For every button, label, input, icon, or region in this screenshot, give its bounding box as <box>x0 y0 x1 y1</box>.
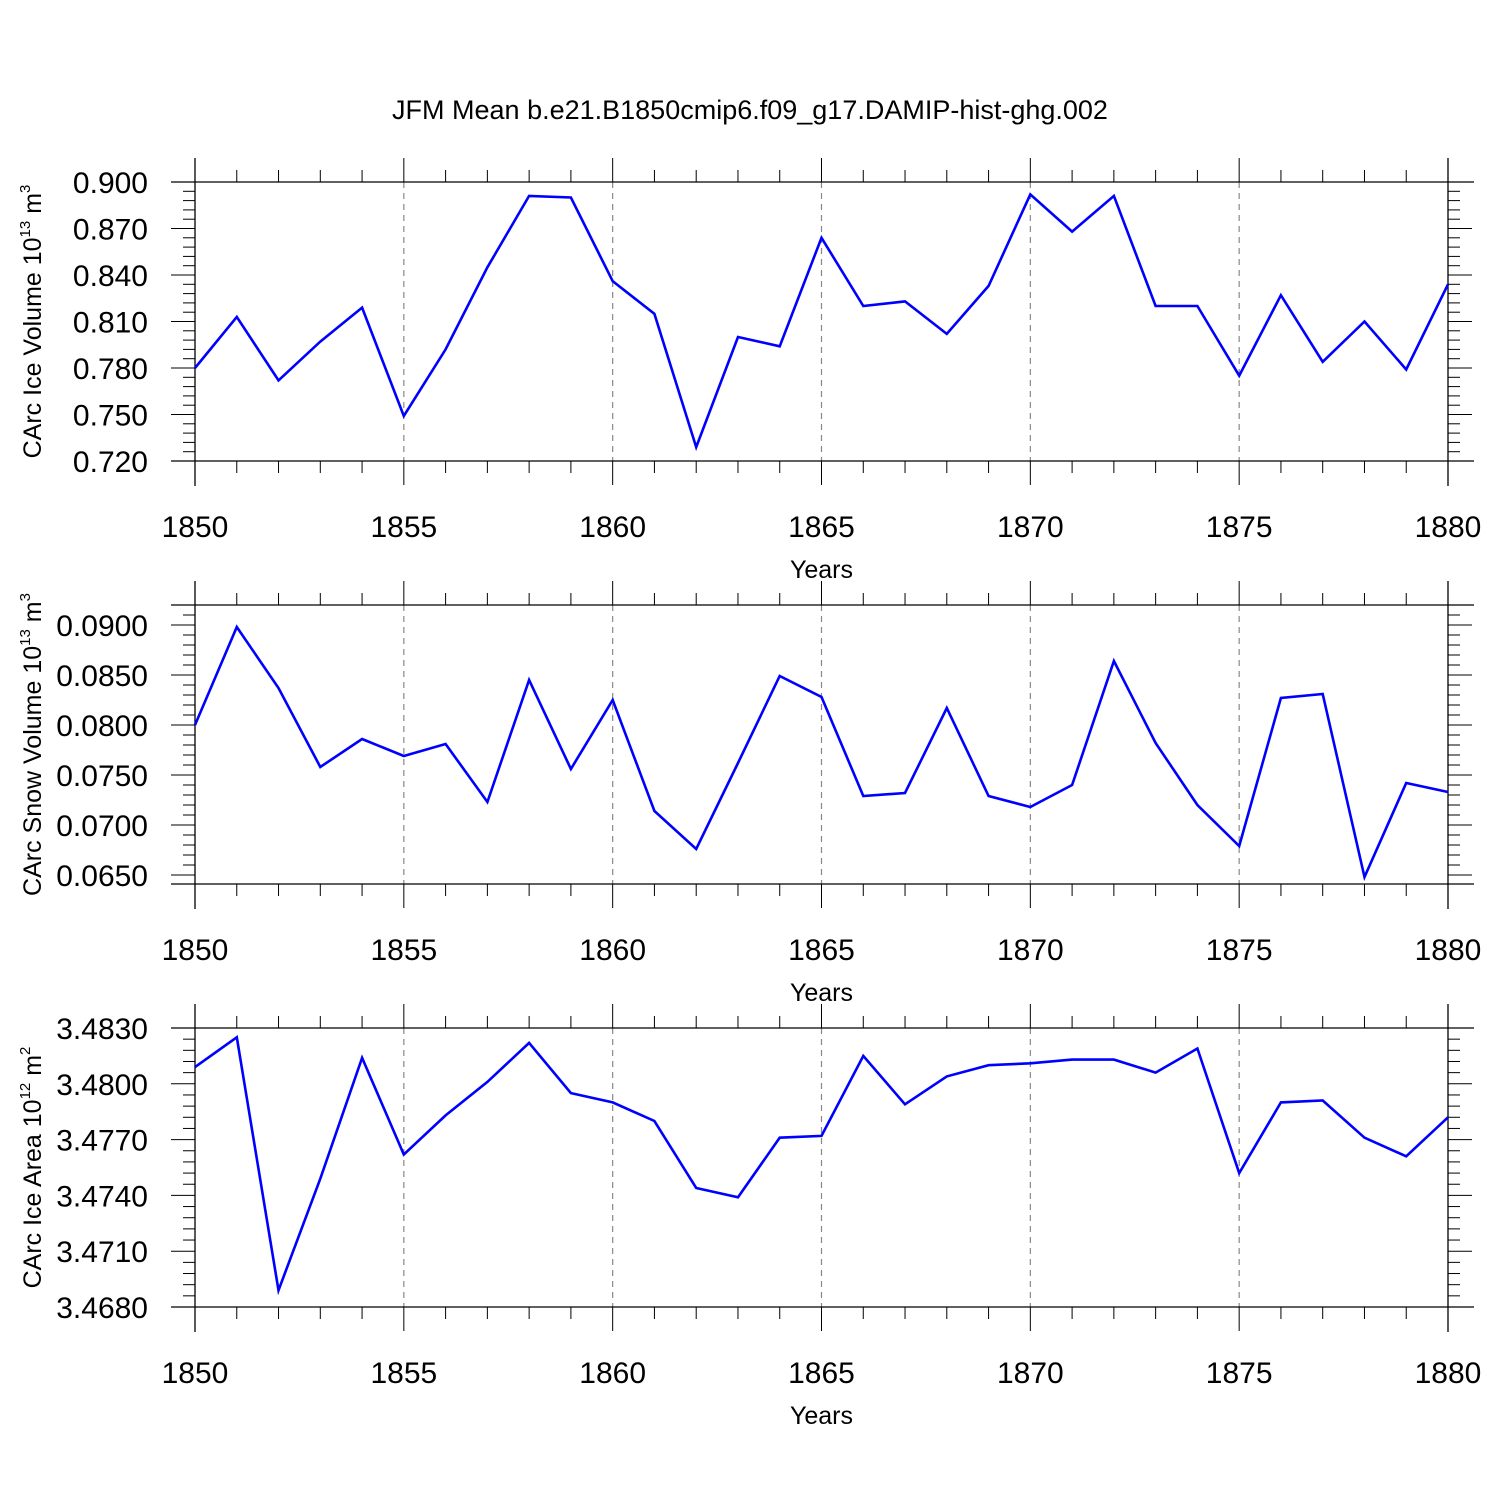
panel-1: 0.720 0.750 0.780 0.810 0.840 0.870 0.900 1850 1… <box>17 158 1481 584</box>
x-tick-label: 1860 <box>579 934 646 967</box>
y-tick-label: 0.750 <box>73 400 148 433</box>
figure-title: JFM Mean b.e21.B1850cmip6.f09_g17.DAMIP-… <box>392 95 1108 125</box>
x-tick-label: 1865 <box>788 1357 855 1390</box>
panels: 0.720 0.750 0.780 0.810 0.840 0.870 0.900 1850 1… <box>17 158 1481 1430</box>
series-line <box>193 624 1449 882</box>
x-tick-label: 1875 <box>1206 511 1273 544</box>
x-tick-label: 1880 <box>1415 934 1482 967</box>
y-tick-label: 0.0800 <box>56 710 148 743</box>
x-tick-label: 1865 <box>788 934 855 967</box>
y-axis-label: CArc Ice Volume 1013 m3 <box>17 185 47 459</box>
x-tick-label: 1870 <box>997 1357 1064 1390</box>
x-tick-label: 1850 <box>162 511 229 544</box>
x-tick-label: 1865 <box>788 511 855 544</box>
y-tick-label: 0.0650 <box>56 860 148 893</box>
series-line <box>193 192 1450 452</box>
y-tick-label: 3.4710 <box>56 1236 148 1269</box>
y-tick-label: 3.4680 <box>56 1292 148 1325</box>
x-tick-label: 1860 <box>579 1357 646 1390</box>
y-axis-label: CArc Ice Area 1012 m2 <box>17 1047 47 1289</box>
y-tick-label: 3.4770 <box>56 1125 148 1158</box>
panel-3: 3.4680 3.4710 3.4740 3.4770 3.4800 3.4830 1850… <box>17 1004 1481 1430</box>
y-axis-label: CArc Snow Volume 1013 m3 <box>17 593 47 896</box>
x-tick-label: 1880 <box>1415 511 1482 544</box>
y-tick-label: 0.870 <box>73 214 148 247</box>
y-tick-label: 3.4830 <box>56 1013 148 1046</box>
y-tick-label: 0.900 <box>73 167 148 200</box>
x-tick-label: 1880 <box>1415 1357 1482 1390</box>
y-tick-label: 0.840 <box>73 260 148 293</box>
x-tick-label: 1875 <box>1206 934 1273 967</box>
y-tick-label: 0.0900 <box>56 610 148 643</box>
y-tick-label: 0.0700 <box>56 810 148 843</box>
y-tick-label: 0.0750 <box>56 760 148 793</box>
x-axis-label: Years <box>790 556 853 584</box>
y-tick-label: 0.720 <box>73 446 148 479</box>
y-tick-label: 0.780 <box>73 353 148 386</box>
y-tick-label: 3.4740 <box>56 1180 148 1213</box>
y-tick-label: 0.0850 <box>56 660 148 693</box>
series-line <box>194 1035 1449 1296</box>
y-tick-label: 0.810 <box>73 307 148 340</box>
x-tick-label: 1850 <box>162 934 229 967</box>
x-tick-label: 1875 <box>1206 1357 1273 1390</box>
x-tick-label: 1860 <box>579 511 646 544</box>
x-tick-label: 1870 <box>997 934 1064 967</box>
x-axis-label: Years <box>790 1402 853 1430</box>
y-tick-label: 3.4800 <box>56 1069 148 1102</box>
panel-2: 0.0650 0.0700 0.0750 0.0800 0.0850 0.0900 1850… <box>17 581 1481 1007</box>
x-tick-label: 1850 <box>162 1357 229 1390</box>
x-tick-label: 1855 <box>370 934 437 967</box>
x-tick-label: 1855 <box>370 1357 437 1390</box>
x-axis-label: Years <box>790 979 853 1007</box>
x-tick-label: 1855 <box>370 511 437 544</box>
x-tick-label: 1870 <box>997 511 1064 544</box>
